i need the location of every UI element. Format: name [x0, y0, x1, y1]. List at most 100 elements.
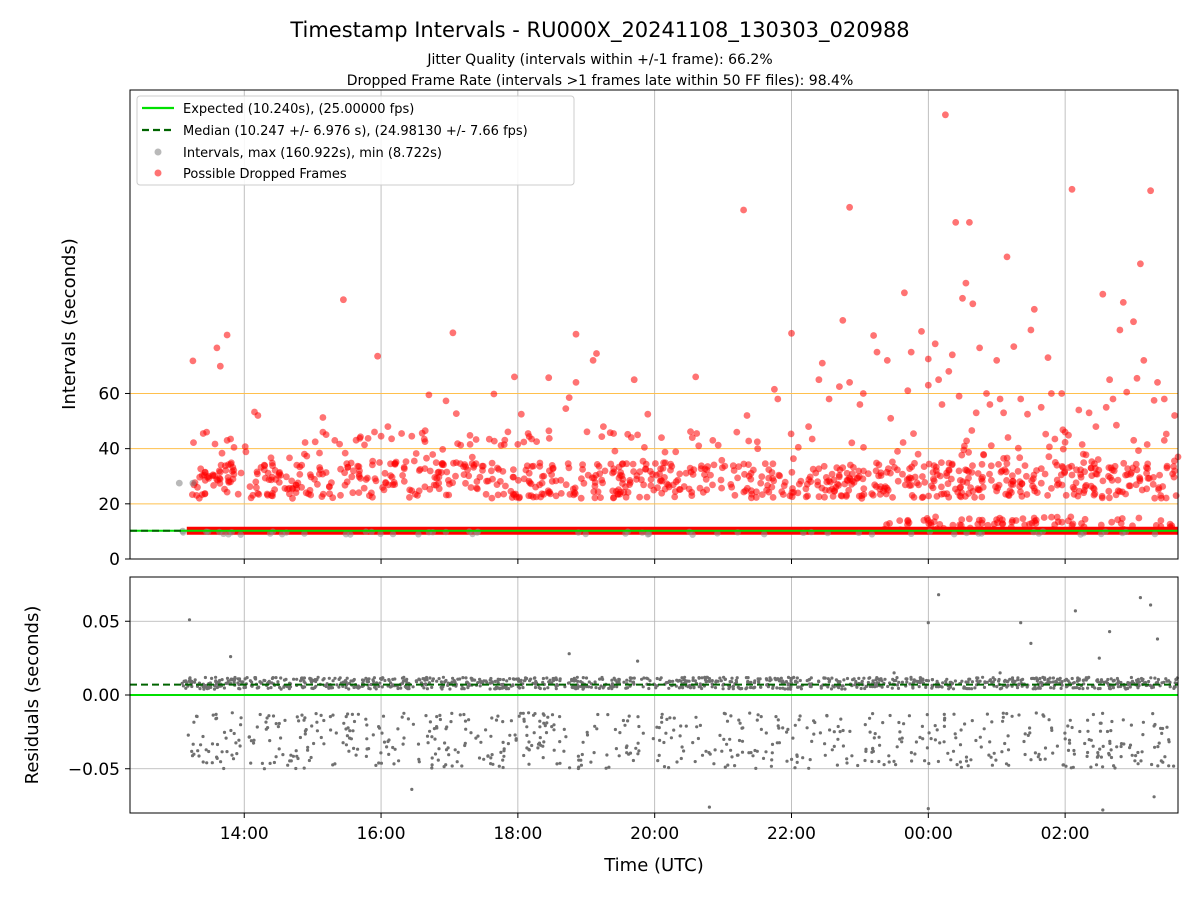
dropped-frame-point	[1000, 455, 1007, 462]
dropped-frame-point	[286, 455, 293, 462]
residual-point	[1038, 677, 1041, 680]
dropped-frame-point	[1164, 464, 1171, 471]
dropped-frame-point	[579, 461, 586, 468]
residual-point	[295, 755, 298, 758]
residual-point	[472, 678, 475, 681]
residual-point	[444, 727, 447, 730]
dropped-frame-point	[609, 470, 616, 477]
residual-point	[1047, 680, 1050, 683]
dropped-frame-point	[546, 435, 553, 442]
residual-point	[1089, 766, 1092, 769]
dropped-frame-point	[809, 436, 816, 443]
residual-point	[749, 681, 752, 684]
interval-point	[343, 531, 349, 537]
dropped-frame-point	[500, 491, 507, 498]
dropped-frame-point	[1091, 492, 1098, 499]
residual-point	[770, 678, 773, 681]
residual-point	[688, 680, 691, 683]
residual-point	[967, 680, 970, 683]
dropped-frame-point	[462, 463, 469, 470]
residual-point	[212, 714, 215, 717]
residual-point	[372, 733, 375, 736]
dropped-frame-point	[219, 450, 226, 457]
dropped-frame-point	[356, 468, 363, 475]
residual-point	[1063, 732, 1066, 735]
residual-point	[342, 741, 345, 744]
residual-point	[1088, 738, 1091, 741]
residual-point	[489, 735, 492, 738]
residual-point	[188, 676, 191, 679]
dropped-frame-point	[671, 494, 678, 501]
dropped-frame-point	[908, 464, 915, 471]
residual-point	[927, 762, 930, 765]
residual-point	[1024, 732, 1027, 735]
residual-point	[305, 728, 308, 731]
dropped-frame-point	[770, 494, 777, 501]
dropped-frame-point	[1016, 483, 1023, 490]
dropped-frame-point	[597, 494, 604, 501]
dropped-frame-point	[965, 449, 972, 456]
residual-point	[959, 743, 962, 746]
residual-point	[383, 741, 386, 744]
dropped-frame-point	[1106, 494, 1113, 501]
residual-point	[1129, 685, 1132, 688]
residual-point	[365, 723, 368, 726]
residual-point	[778, 687, 781, 690]
dropped-frame-point	[843, 492, 850, 499]
residual-point	[457, 751, 460, 754]
residual-point	[353, 720, 356, 723]
dropped-frame-point	[754, 438, 761, 445]
residual-point	[712, 762, 715, 765]
residual-point	[1149, 684, 1152, 687]
residual-point	[954, 732, 957, 735]
dropped-frame-point	[202, 477, 209, 484]
residual-point	[825, 714, 828, 717]
dropped-frame-point	[624, 431, 631, 438]
residual-point	[640, 678, 643, 681]
dropped-frame-point	[387, 472, 394, 479]
residual-point	[338, 678, 341, 681]
dropped-frame-point	[1086, 409, 1093, 416]
dropped-frame-point	[342, 450, 349, 457]
residual-point	[392, 762, 395, 765]
dropped-frame-point	[238, 470, 245, 477]
residual-point	[770, 758, 773, 761]
residual-point	[479, 684, 482, 687]
residual-point	[417, 743, 420, 746]
dropped-frame-point	[483, 491, 490, 498]
dropped-frame-point	[1127, 482, 1134, 489]
dropped-frame-point	[1073, 479, 1080, 486]
residual-point	[405, 680, 408, 683]
residual-point	[209, 686, 212, 689]
dropped-frame-point	[1016, 454, 1023, 461]
dropped-frame-point	[810, 466, 817, 473]
dropped-frame-point	[999, 468, 1006, 475]
residual-point	[434, 752, 437, 755]
dropped-frame-point	[899, 471, 906, 478]
dropped-frame-point	[1122, 472, 1129, 479]
dropped-frame-point	[269, 460, 276, 467]
dropped-frame-point	[356, 489, 363, 496]
residual-point	[372, 680, 375, 683]
dropped-frame-point	[491, 391, 498, 398]
dropped-frame-point	[348, 473, 355, 480]
residual-point	[722, 676, 725, 679]
residual-point	[292, 678, 295, 681]
residual-point	[893, 671, 896, 674]
residual-point	[993, 752, 996, 755]
residual-point	[1035, 711, 1038, 714]
residual-point	[926, 713, 929, 716]
intervals-y-tick-label: 0	[109, 550, 120, 570]
residual-point	[754, 767, 757, 770]
residual-point	[269, 686, 272, 689]
residual-point	[960, 766, 963, 769]
residual-point	[905, 680, 908, 683]
residual-point	[508, 677, 511, 680]
residual-point	[567, 682, 570, 685]
residual-point	[485, 681, 488, 684]
residual-point	[867, 677, 870, 680]
residuals-y-tick-label: 0.00	[82, 686, 120, 706]
residual-point	[510, 719, 513, 722]
dropped-frame-point	[657, 465, 664, 472]
residual-point	[1124, 687, 1127, 690]
